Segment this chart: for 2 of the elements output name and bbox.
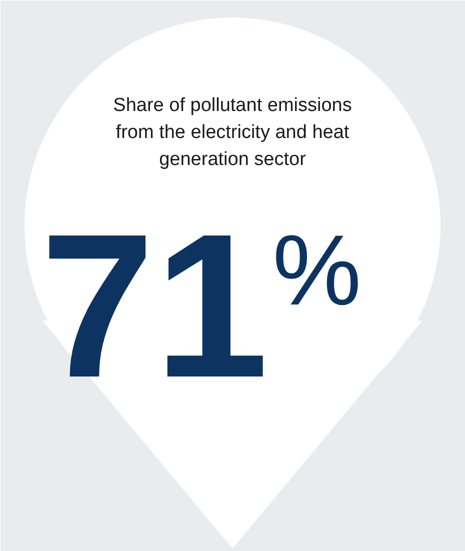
text: Share of pollutant emissions from the electricity and heat generation sector [113,95,352,170]
data-label: 71% [40,192,362,420]
